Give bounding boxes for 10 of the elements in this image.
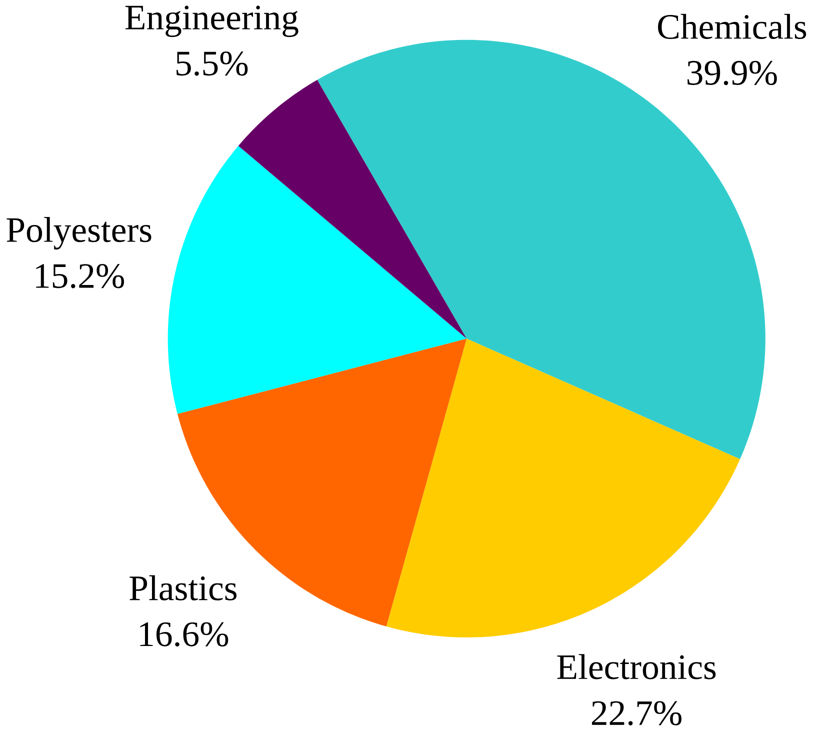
data-label: 5.5% — [176, 51, 248, 76]
data-label: 22.7% — [592, 701, 682, 726]
data-label: 39.9% — [688, 60, 777, 86]
data-label: 15.2% — [36, 264, 124, 288]
slice-label: Electronics — [557, 654, 716, 680]
data-label: 16.6% — [140, 622, 228, 646]
slice-label: Engineering — [125, 6, 298, 38]
slice-label: Chemicals — [658, 14, 806, 40]
slice-label: Polyesters — [6, 217, 152, 250]
slice-label: Plastics — [130, 575, 237, 600]
